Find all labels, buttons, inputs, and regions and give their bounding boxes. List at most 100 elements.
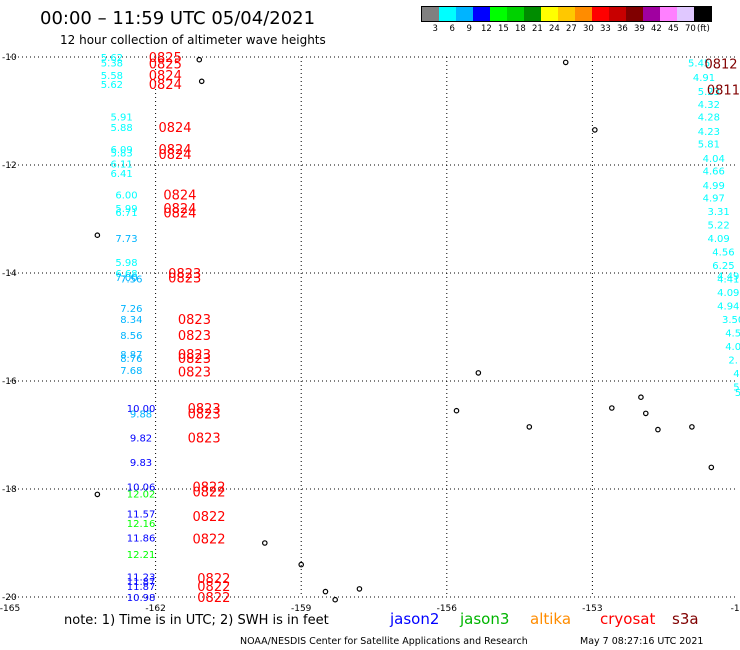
chart-title: 00:00 – 11:59 UTC 05/04/2021	[40, 8, 316, 29]
wave-height-label: 10.06	[127, 482, 156, 493]
wave-height-label: 9.88	[130, 409, 152, 420]
wave-height-label: 5.38	[101, 58, 123, 69]
wave-height-label: 8.76	[120, 354, 142, 365]
legend-swatch	[507, 7, 524, 21]
legend-label: 15	[498, 24, 509, 34]
legend-swatch	[541, 7, 558, 21]
legend-swatch	[694, 7, 711, 21]
wave-height-label: 6.00	[115, 191, 137, 202]
wave-height-label: 10.98	[127, 593, 156, 604]
satellite-label: altika	[530, 610, 572, 628]
wave-height-label: 8.34	[120, 315, 142, 326]
pass-time-label: 0824	[158, 121, 191, 136]
wave-height-label: 5.22	[707, 220, 729, 231]
legend-label: 39	[634, 24, 645, 34]
legend-swatch	[626, 7, 643, 21]
y-tick-label: -18	[2, 485, 17, 495]
legend-label: 21	[532, 24, 543, 34]
wave-height-label: 4.23	[698, 127, 720, 138]
pass-time-label: 0812	[704, 57, 737, 72]
wave-height-label: 4.09	[707, 234, 729, 245]
pass-time-label: 0824	[158, 143, 191, 158]
wave-height-label: 4.91	[693, 73, 715, 84]
wave-height-label: 4.99	[703, 181, 725, 192]
wave-height-label: 11.86	[127, 534, 156, 545]
legend-label: 6	[449, 24, 455, 34]
wave-height-label: 9.83	[130, 458, 152, 469]
chart-subtitle: 12 hour collection of altimeter wave hei…	[60, 33, 326, 47]
wave-height-label: 4.97	[703, 193, 725, 204]
x-tick-label: -156	[437, 604, 458, 614]
pass-time-label: 0823	[178, 365, 211, 380]
y-tick-label: -10	[2, 53, 17, 63]
legend-label: 12	[481, 24, 492, 34]
wave-height-label: 2.	[728, 355, 738, 366]
wave-height-label: 5	[735, 388, 740, 399]
pass-time-label: 0822	[192, 486, 225, 501]
wave-height-label: 5.91	[110, 112, 132, 123]
wave-height-label: 3.31	[707, 207, 729, 218]
x-tick-label: -153	[582, 604, 602, 614]
legend-swatch	[439, 7, 456, 21]
legend-label: 30	[583, 24, 594, 34]
credit-line: NOAA/NESDIS Center for Satellite Applica…	[240, 636, 528, 647]
pass-time-label: 0823	[178, 348, 211, 363]
island-outline	[261, 540, 268, 546]
pass-time-label: 0823	[178, 329, 211, 344]
pass-time-label: 0823	[178, 313, 211, 328]
wave-height-label: 11.87	[127, 582, 156, 593]
island-outline	[94, 232, 101, 239]
wave-height-label: 11.57	[127, 509, 156, 520]
island-outline	[708, 464, 715, 471]
wave-height-label: 5.81	[698, 139, 720, 150]
island-outline	[356, 586, 363, 592]
legend-labels: 3 6 9 12 15 18 21 24 27 30 33 36 39 42 45 70 (ft)	[421, 22, 712, 34]
legend-swatch	[524, 7, 541, 21]
pass-time-label: 0822	[197, 591, 230, 606]
wave-height-label: 4.94	[717, 301, 739, 312]
island-outline	[453, 407, 460, 414]
island-outline	[298, 561, 305, 568]
island-outline	[655, 426, 661, 433]
wave-height-label: 4.	[733, 369, 740, 380]
x-tick-label: -159	[291, 604, 312, 614]
wave-height-label: 4.41	[717, 274, 739, 285]
pass-time-label: 0822	[192, 480, 225, 495]
wave-height-label: 5.	[733, 382, 740, 393]
legend-swatch	[490, 7, 507, 21]
x-tick-label: -15	[731, 604, 740, 614]
pass-time-label: 0823	[188, 432, 221, 447]
island-outline	[322, 588, 329, 595]
generated-timestamp: May 7 08:27:16 UTC 2021	[580, 636, 704, 647]
island-outline	[562, 59, 569, 66]
pass-time-label: 0825	[149, 51, 182, 66]
pass-time-label: 0824	[158, 148, 191, 163]
wave-height-label: 5.23	[698, 87, 720, 98]
wave-height-label: 5.45	[688, 58, 710, 69]
legend-swatch	[609, 7, 626, 21]
legend-label: 42	[651, 24, 662, 34]
legend-label: 27	[566, 24, 577, 34]
island-outline	[638, 394, 644, 401]
island-outline	[196, 56, 203, 63]
wave-height-label: 5.88	[110, 123, 132, 134]
x-tick-label: -162	[145, 604, 165, 614]
island-outline	[526, 424, 533, 430]
color-legend: 3 6 9 12 15 18 21 24 27 30 33 36 39 42 45 70 (ft)	[421, 6, 712, 34]
wave-height-label: 6.71	[115, 208, 137, 219]
wave-height-label: 4.5	[725, 328, 740, 339]
legend-label: 36	[617, 24, 628, 34]
pass-time-label: 0823	[168, 267, 201, 282]
wave-height-label: 3.50	[722, 315, 740, 326]
wave-height-label: 6.11	[110, 159, 132, 170]
wave-height-label: 7.73	[115, 234, 137, 245]
wave-height-label: 4.66	[703, 166, 725, 177]
wave-height-label: 12.02	[127, 489, 156, 500]
footnote: note: 1) Time is in UTC; 2) SWH is in fe…	[64, 613, 329, 628]
legend-swatch	[660, 7, 677, 21]
legend-swatch	[558, 7, 575, 21]
wave-height-label: 4.0	[725, 342, 740, 353]
pass-time-label: 0823	[188, 407, 221, 422]
wave-height-label: 5.98	[115, 258, 137, 269]
